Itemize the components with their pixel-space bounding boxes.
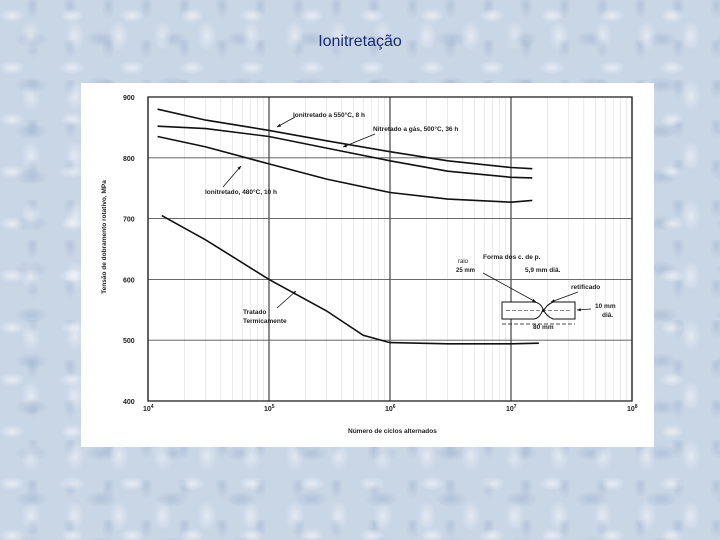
- y-tick-label: 800: [123, 156, 135, 163]
- fatigue-chart: 900 800 700 600 500 400 104 105 106 107 108 Número …: [81, 83, 654, 447]
- leader-arrowhead: [577, 308, 581, 312]
- x-tick-label: 106: [385, 404, 396, 413]
- y-tick-label: 400: [123, 399, 135, 406]
- leader-line: [342, 133, 376, 148]
- y-tick-label: 700: [123, 217, 135, 224]
- y-axis-title: Tensão de dobramento rotativo, MPa: [101, 180, 108, 294]
- leader-arrowhead: [237, 166, 241, 170]
- specimen-radius-value: 25 mm: [456, 268, 475, 274]
- leader-arrowhead: [343, 144, 347, 148]
- x-tick-label: 104: [143, 404, 154, 413]
- specimen-end-diameter: 10 mm: [595, 303, 616, 310]
- plot-frame: [147, 96, 633, 402]
- leader-line: [482, 272, 537, 303]
- x-tick-label: 105: [264, 404, 275, 413]
- specimen-neck-diameter: 5,9 mm diâ.: [525, 267, 561, 274]
- y-tick-label: 900: [123, 95, 135, 102]
- series-label-nitretado-gas: Nitretado a gás, 500°C, 36 h: [373, 125, 458, 133]
- x-tick-label: 107: [506, 404, 517, 413]
- leader-arrowhead: [277, 123, 281, 127]
- specimen-radius-label: raio: [458, 259, 469, 265]
- specimen-end-diameter-unit: diâ.: [602, 312, 613, 319]
- specimen-length-label: 80 mm: [533, 324, 554, 331]
- leader-line: [222, 165, 242, 188]
- curve-ionitretado-550: [157, 108, 533, 170]
- series-label-tratado-line1: Tratado: [243, 309, 267, 316]
- y-tick-label: 600: [123, 277, 135, 284]
- leader-line: [276, 290, 297, 309]
- y-tick-label: 500: [123, 338, 135, 345]
- leader-arrowhead: [551, 299, 555, 303]
- series-label-ionitretado-480: Ionitretado, 480°C, 10 h: [205, 188, 277, 196]
- slide-title: Ionitretação: [318, 33, 402, 50]
- curve-tratado-termicamente: [161, 214, 539, 345]
- curve-ionitretado-480: [157, 135, 533, 204]
- specimen-title: Forma dos c. de p.: [483, 254, 541, 261]
- series-label-tratado-line2: Termicamente: [243, 318, 287, 325]
- specimen-finish-label: retificado: [571, 284, 600, 291]
- curve-nitretado-gas-500: [157, 125, 533, 179]
- chart-svg: 900 800 700 600 500 400 104 105 106 107 108 Número …: [101, 95, 638, 435]
- leader-line: [550, 291, 579, 303]
- series-label-ionitretado-550: Ionitretado a 550°C, 8 h: [293, 111, 365, 119]
- x-axis-title: Número de ciclos alternados: [348, 428, 437, 435]
- x-tick-label: 108: [627, 404, 638, 413]
- leader-arrowhead: [532, 298, 536, 302]
- leader-arrowhead: [292, 291, 296, 295]
